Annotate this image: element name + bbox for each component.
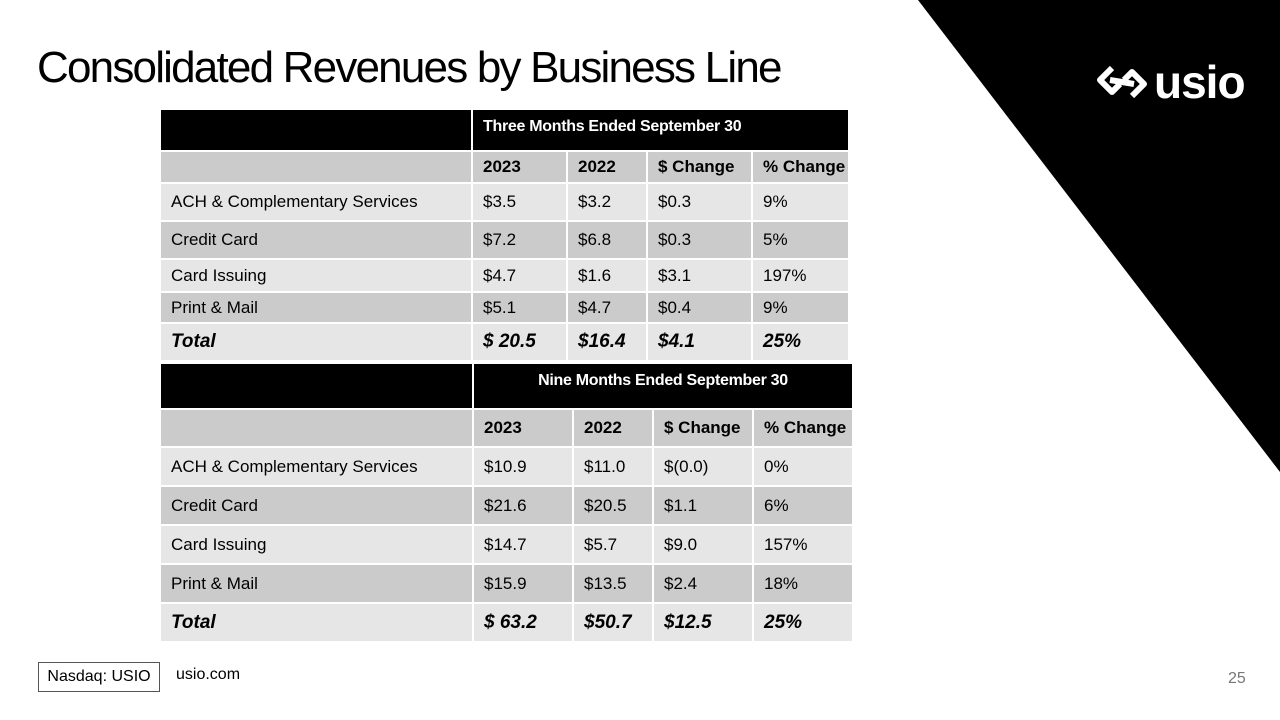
cell-value: 197% (753, 260, 848, 293)
column-header-row: 2023 2022 $ Change % Change (161, 152, 848, 184)
table-row: ACH & Complementary Services $3.5 $3.2 $… (161, 184, 848, 222)
cell-value: $0.3 (648, 184, 753, 222)
total-value: $ 20.5 (473, 324, 568, 362)
cell-value: 0% (754, 448, 853, 487)
period-label: Three Months Ended September 30 (473, 110, 848, 152)
total-row: Total $ 20.5 $16.4 $4.1 25% (161, 324, 848, 362)
cell-value: $21.6 (474, 487, 574, 526)
cell-value: 5% (753, 222, 848, 260)
column-header-percent-change: % Change (754, 410, 853, 448)
nine-months-revenue-table: Nine Months Ended September 30 2023 2022… (161, 364, 853, 643)
website-text: usio.com (176, 666, 241, 683)
page-number: 25 (1228, 670, 1246, 687)
table-row: Card Issuing $14.7 $5.7 $9.0 157% (161, 526, 853, 565)
column-header-2022: 2022 (574, 410, 654, 448)
total-value: $4.1 (648, 324, 753, 362)
cell-value: $3.1 (648, 260, 753, 293)
period-header-row: Three Months Ended September 30 (161, 110, 848, 152)
period-header-blank (161, 110, 473, 152)
three-months-revenue-table: Three Months Ended September 30 2023 202… (161, 110, 848, 362)
cell-value: $0.4 (648, 293, 753, 324)
cell-value: 18% (754, 565, 853, 604)
row-label: Card Issuing (161, 260, 473, 293)
total-value: 25% (753, 324, 848, 362)
row-label: Print & Mail (161, 293, 473, 324)
table-row: Print & Mail $15.9 $13.5 $2.4 18% (161, 565, 853, 604)
cell-value: $13.5 (574, 565, 654, 604)
table-row: ACH & Complementary Services $10.9 $11.0… (161, 448, 853, 487)
cell-value: 9% (753, 184, 848, 222)
row-label: Credit Card (161, 487, 474, 526)
ticker-badge: Nasdaq: USIO (38, 662, 160, 692)
total-value: 25% (754, 604, 853, 643)
column-header-blank (161, 410, 474, 448)
cell-value: $3.2 (568, 184, 648, 222)
cell-value: 6% (754, 487, 853, 526)
cell-value: $10.9 (474, 448, 574, 487)
table-row: Card Issuing $4.7 $1.6 $3.1 197% (161, 260, 848, 293)
row-label: ACH & Complementary Services (161, 448, 474, 487)
cell-value: $15.9 (474, 565, 574, 604)
usio-link-mark-icon (1097, 65, 1147, 99)
cell-value: $4.7 (568, 293, 648, 324)
cell-value: $11.0 (574, 448, 654, 487)
total-value: $ 63.2 (474, 604, 574, 643)
row-label: ACH & Complementary Services (161, 184, 473, 222)
slide-title: Consolidated Revenues by Business Line (37, 43, 782, 92)
table-row: Print & Mail $5.1 $4.7 $0.4 9% (161, 293, 848, 324)
period-label: Nine Months Ended September 30 (474, 364, 853, 410)
total-label: Total (161, 604, 474, 643)
column-header-2023: 2023 (473, 152, 568, 184)
usio-logo: usio (1096, 56, 1246, 108)
cell-value: $0.3 (648, 222, 753, 260)
cell-value: $1.6 (568, 260, 648, 293)
row-label: Credit Card (161, 222, 473, 260)
total-value: $16.4 (568, 324, 648, 362)
cell-value: $1.1 (654, 487, 754, 526)
row-label: Card Issuing (161, 526, 474, 565)
cell-value: $7.2 (473, 222, 568, 260)
column-header-blank (161, 152, 473, 184)
total-label: Total (161, 324, 473, 362)
column-header-2023: 2023 (474, 410, 574, 448)
total-value: $50.7 (574, 604, 654, 643)
period-header-row: Nine Months Ended September 30 (161, 364, 853, 410)
cell-value: 157% (754, 526, 853, 565)
column-header-dollar-change: $ Change (654, 410, 754, 448)
cell-value: $9.0 (654, 526, 754, 565)
total-value: $12.5 (654, 604, 754, 643)
cell-value: $5.7 (574, 526, 654, 565)
column-header-percent-change: % Change (753, 152, 848, 184)
column-header-row: 2023 2022 $ Change % Change (161, 410, 853, 448)
cell-value: $3.5 (473, 184, 568, 222)
cell-value: $6.8 (568, 222, 648, 260)
cell-value: $5.1 (473, 293, 568, 324)
cell-value: $20.5 (574, 487, 654, 526)
cell-value: $14.7 (474, 526, 574, 565)
total-row: Total $ 63.2 $50.7 $12.5 25% (161, 604, 853, 643)
table-row: Credit Card $7.2 $6.8 $0.3 5% (161, 222, 848, 260)
column-header-dollar-change: $ Change (648, 152, 753, 184)
column-header-2022: 2022 (568, 152, 648, 184)
cell-value: 9% (753, 293, 848, 324)
table-row: Credit Card $21.6 $20.5 $1.1 6% (161, 487, 853, 526)
row-label: Print & Mail (161, 565, 474, 604)
cell-value: $(0.0) (654, 448, 754, 487)
cell-value: $2.4 (654, 565, 754, 604)
logo-wordmark: usio (1154, 56, 1246, 108)
period-header-blank (161, 364, 474, 410)
cell-value: $4.7 (473, 260, 568, 293)
